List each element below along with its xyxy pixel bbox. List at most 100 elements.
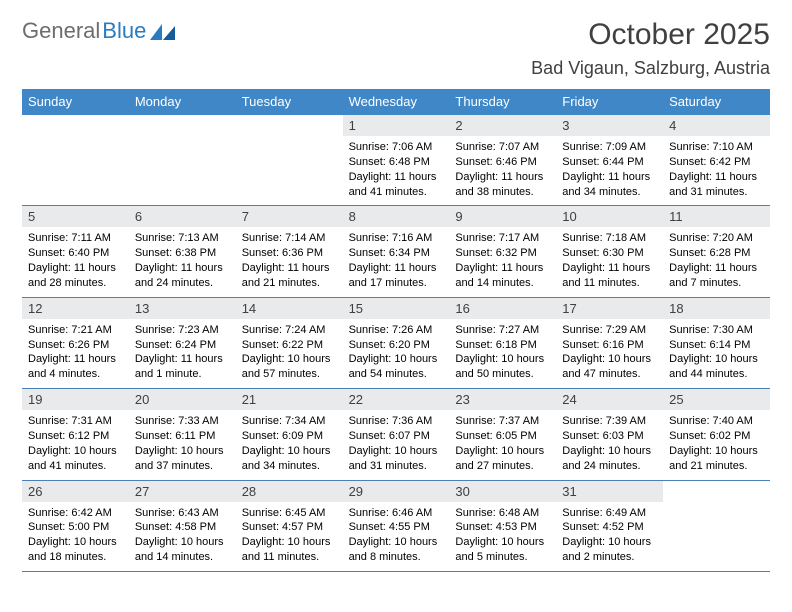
- calendar-cell: 3Sunrise: 7:09 AMSunset: 6:44 PMDaylight…: [556, 115, 663, 206]
- weekday-wednesday: Wednesday: [343, 89, 450, 115]
- day-number: 13: [129, 298, 236, 319]
- day-number: 29: [343, 481, 450, 502]
- title-block: October 2025 Bad Vigaun, Salzburg, Austr…: [531, 18, 770, 79]
- day-details: Sunrise: 7:10 AMSunset: 6:42 PMDaylight:…: [663, 136, 770, 205]
- logo-text-1: General: [22, 18, 100, 44]
- day-details: Sunrise: 7:11 AMSunset: 6:40 PMDaylight:…: [22, 227, 129, 296]
- day-number: 23: [449, 389, 556, 410]
- day-number: 2: [449, 115, 556, 136]
- weekday-thursday: Thursday: [449, 89, 556, 115]
- calendar-cell: 21Sunrise: 7:34 AMSunset: 6:09 PMDayligh…: [236, 389, 343, 480]
- day-number: 12: [22, 298, 129, 319]
- calendar-cell: 24Sunrise: 7:39 AMSunset: 6:03 PMDayligh…: [556, 389, 663, 480]
- calendar-cell: 20Sunrise: 7:33 AMSunset: 6:11 PMDayligh…: [129, 389, 236, 480]
- day-number: 26: [22, 481, 129, 502]
- day-number: 9: [449, 206, 556, 227]
- day-details: Sunrise: 6:49 AMSunset: 4:52 PMDaylight:…: [556, 502, 663, 571]
- day-details: Sunrise: 7:16 AMSunset: 6:34 PMDaylight:…: [343, 227, 450, 296]
- day-number: 18: [663, 298, 770, 319]
- calendar-cell: 15Sunrise: 7:26 AMSunset: 6:20 PMDayligh…: [343, 298, 450, 389]
- calendar-cell: 22Sunrise: 7:36 AMSunset: 6:07 PMDayligh…: [343, 389, 450, 480]
- day-number: 10: [556, 206, 663, 227]
- calendar-cell: 17Sunrise: 7:29 AMSunset: 6:16 PMDayligh…: [556, 298, 663, 389]
- day-number: 25: [663, 389, 770, 410]
- day-details: Sunrise: 7:40 AMSunset: 6:02 PMDaylight:…: [663, 410, 770, 479]
- day-details: Sunrise: 7:07 AMSunset: 6:46 PMDaylight:…: [449, 136, 556, 205]
- calendar-cell: 26Sunrise: 6:42 AMSunset: 5:00 PMDayligh…: [22, 481, 129, 572]
- day-number: 24: [556, 389, 663, 410]
- day-details: Sunrise: 7:23 AMSunset: 6:24 PMDaylight:…: [129, 319, 236, 388]
- day-details: Sunrise: 7:34 AMSunset: 6:09 PMDaylight:…: [236, 410, 343, 479]
- calendar-cell: 30Sunrise: 6:48 AMSunset: 4:53 PMDayligh…: [449, 481, 556, 572]
- weekday-header: SundayMondayTuesdayWednesdayThursdayFrid…: [22, 89, 770, 115]
- calendar-cell: 18Sunrise: 7:30 AMSunset: 6:14 PMDayligh…: [663, 298, 770, 389]
- calendar-cell: 2Sunrise: 7:07 AMSunset: 6:46 PMDaylight…: [449, 115, 556, 206]
- calendar-cell: 13Sunrise: 7:23 AMSunset: 6:24 PMDayligh…: [129, 298, 236, 389]
- calendar-cell: 29Sunrise: 6:46 AMSunset: 4:55 PMDayligh…: [343, 481, 450, 572]
- weekday-sunday: Sunday: [22, 89, 129, 115]
- logo-icon: [150, 22, 176, 40]
- day-details: Sunrise: 6:42 AMSunset: 5:00 PMDaylight:…: [22, 502, 129, 571]
- calendar-cell: 25Sunrise: 7:40 AMSunset: 6:02 PMDayligh…: [663, 389, 770, 480]
- day-details: Sunrise: 7:39 AMSunset: 6:03 PMDaylight:…: [556, 410, 663, 479]
- empty-day: [129, 115, 236, 136]
- day-details: Sunrise: 7:09 AMSunset: 6:44 PMDaylight:…: [556, 136, 663, 205]
- calendar-cell: 1Sunrise: 7:06 AMSunset: 6:48 PMDaylight…: [343, 115, 450, 206]
- day-number: 1: [343, 115, 450, 136]
- calendar-cell: [663, 481, 770, 572]
- day-number: 31: [556, 481, 663, 502]
- day-number: 6: [129, 206, 236, 227]
- day-details: Sunrise: 7:14 AMSunset: 6:36 PMDaylight:…: [236, 227, 343, 296]
- calendar-cell: 27Sunrise: 6:43 AMSunset: 4:58 PMDayligh…: [129, 481, 236, 572]
- calendar-cell: 19Sunrise: 7:31 AMSunset: 6:12 PMDayligh…: [22, 389, 129, 480]
- day-number: 7: [236, 206, 343, 227]
- day-details: Sunrise: 7:20 AMSunset: 6:28 PMDaylight:…: [663, 227, 770, 296]
- calendar-cell: 16Sunrise: 7:27 AMSunset: 6:18 PMDayligh…: [449, 298, 556, 389]
- day-details: Sunrise: 7:36 AMSunset: 6:07 PMDaylight:…: [343, 410, 450, 479]
- day-number: 14: [236, 298, 343, 319]
- logo-text-2: Blue: [102, 18, 146, 44]
- day-number: 3: [556, 115, 663, 136]
- day-details: Sunrise: 7:37 AMSunset: 6:05 PMDaylight:…: [449, 410, 556, 479]
- calendar-cell: 7Sunrise: 7:14 AMSunset: 6:36 PMDaylight…: [236, 206, 343, 297]
- day-details: Sunrise: 7:26 AMSunset: 6:20 PMDaylight:…: [343, 319, 450, 388]
- day-number: 21: [236, 389, 343, 410]
- day-details: Sunrise: 6:45 AMSunset: 4:57 PMDaylight:…: [236, 502, 343, 571]
- day-number: 5: [22, 206, 129, 227]
- day-number: 22: [343, 389, 450, 410]
- day-number: 28: [236, 481, 343, 502]
- day-details: Sunrise: 7:17 AMSunset: 6:32 PMDaylight:…: [449, 227, 556, 296]
- weekday-saturday: Saturday: [663, 89, 770, 115]
- day-details: Sunrise: 6:48 AMSunset: 4:53 PMDaylight:…: [449, 502, 556, 571]
- day-details: Sunrise: 7:13 AMSunset: 6:38 PMDaylight:…: [129, 227, 236, 296]
- calendar-grid: 1Sunrise: 7:06 AMSunset: 6:48 PMDaylight…: [22, 115, 770, 572]
- day-details: Sunrise: 6:43 AMSunset: 4:58 PMDaylight:…: [129, 502, 236, 571]
- weekday-friday: Friday: [556, 89, 663, 115]
- day-number: 19: [22, 389, 129, 410]
- day-details: Sunrise: 7:31 AMSunset: 6:12 PMDaylight:…: [22, 410, 129, 479]
- day-number: 17: [556, 298, 663, 319]
- day-number: 11: [663, 206, 770, 227]
- day-details: Sunrise: 7:30 AMSunset: 6:14 PMDaylight:…: [663, 319, 770, 388]
- empty-day: [663, 481, 770, 502]
- day-number: 15: [343, 298, 450, 319]
- calendar-cell: 28Sunrise: 6:45 AMSunset: 4:57 PMDayligh…: [236, 481, 343, 572]
- calendar-cell: [129, 115, 236, 206]
- day-number: 16: [449, 298, 556, 319]
- calendar-cell: [236, 115, 343, 206]
- calendar-cell: 6Sunrise: 7:13 AMSunset: 6:38 PMDaylight…: [129, 206, 236, 297]
- weekday-tuesday: Tuesday: [236, 89, 343, 115]
- empty-day: [236, 115, 343, 136]
- day-details: Sunrise: 6:46 AMSunset: 4:55 PMDaylight:…: [343, 502, 450, 571]
- calendar-cell: 4Sunrise: 7:10 AMSunset: 6:42 PMDaylight…: [663, 115, 770, 206]
- day-details: Sunrise: 7:27 AMSunset: 6:18 PMDaylight:…: [449, 319, 556, 388]
- calendar-cell: 23Sunrise: 7:37 AMSunset: 6:05 PMDayligh…: [449, 389, 556, 480]
- day-number: 20: [129, 389, 236, 410]
- calendar-cell: 14Sunrise: 7:24 AMSunset: 6:22 PMDayligh…: [236, 298, 343, 389]
- day-details: Sunrise: 7:29 AMSunset: 6:16 PMDaylight:…: [556, 319, 663, 388]
- logo: GeneralBlue: [22, 18, 176, 44]
- day-details: Sunrise: 7:06 AMSunset: 6:48 PMDaylight:…: [343, 136, 450, 205]
- calendar-cell: 31Sunrise: 6:49 AMSunset: 4:52 PMDayligh…: [556, 481, 663, 572]
- calendar-cell: [22, 115, 129, 206]
- day-details: Sunrise: 7:18 AMSunset: 6:30 PMDaylight:…: [556, 227, 663, 296]
